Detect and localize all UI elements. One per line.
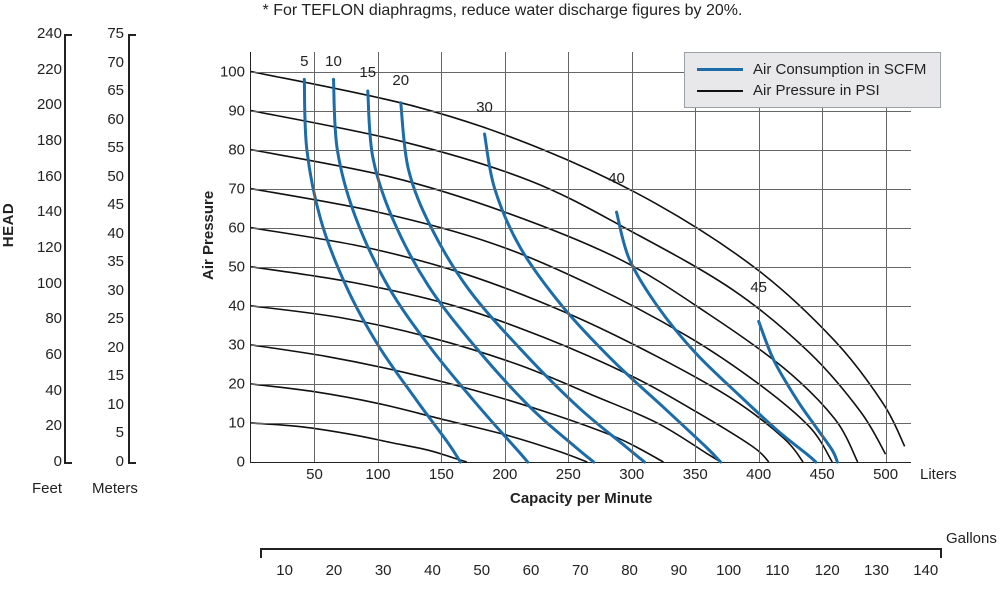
- y-tick: 70: [228, 180, 245, 197]
- head-feet-tick: 160: [32, 168, 62, 185]
- footnote-text: * For TEFLON diaphragms, reduce water di…: [0, 2, 1005, 20]
- scfm-curve-label: 45: [750, 279, 767, 296]
- scfm-curve: [334, 79, 528, 462]
- legend-item: Air Pressure in PSI: [697, 82, 926, 99]
- x-tick-gallons: 80: [618, 562, 642, 579]
- legend-item: Air Consumption in SCFM: [697, 61, 926, 78]
- legend-label: Air Pressure in PSI: [753, 82, 880, 99]
- psi-curve: [251, 423, 467, 462]
- head-feet-tick: 100: [32, 275, 62, 292]
- pump-performance-chart: * For TEFLON diaphragms, reduce water di…: [0, 0, 1005, 608]
- x-tick-gallons: 110: [765, 562, 789, 579]
- head-meters-tick: 75: [100, 25, 124, 42]
- x-tick-gallons: 60: [519, 562, 543, 579]
- x-axis-title: Capacity per Minute: [510, 490, 653, 507]
- y-tick: 40: [228, 297, 245, 314]
- head-meters-tick: 30: [100, 282, 124, 299]
- scfm-curve: [368, 91, 594, 462]
- liters-unit-label: Liters: [920, 466, 957, 483]
- y-tick: 60: [228, 219, 245, 236]
- x-tick-liters: 300: [619, 466, 644, 483]
- y-tick: 10: [228, 414, 245, 431]
- head-meters-tick: 50: [100, 168, 124, 185]
- y-tick: 100: [220, 63, 245, 80]
- head-feet-tick: 200: [32, 96, 62, 113]
- x-tick-liters: 50: [306, 466, 323, 483]
- head-feet-tick: 60: [32, 346, 62, 363]
- head-meters-tick: 15: [100, 367, 124, 384]
- legend-box: Air Consumption in SCFM Air Pressure in P…: [684, 52, 941, 108]
- scfm-curve-label: 10: [325, 53, 342, 70]
- x-tick-liters: 500: [873, 466, 898, 483]
- legend-swatch: [697, 68, 743, 71]
- y-tick: 30: [228, 336, 245, 353]
- x-tick-gallons: 100: [716, 562, 740, 579]
- head-meters-tick: 20: [100, 339, 124, 356]
- x-tick-gallons: 30: [371, 562, 395, 579]
- head-meters-tick: 70: [100, 54, 124, 71]
- head-feet-tick: 180: [32, 132, 62, 149]
- x-tick-gallons: 50: [470, 562, 494, 579]
- head-meters-unit: Meters: [92, 480, 138, 497]
- head-meters-tick: 60: [100, 111, 124, 128]
- psi-curve: [251, 189, 832, 462]
- scfm-curve-label: 20: [392, 72, 409, 89]
- legend-label: Air Consumption in SCFM: [753, 61, 926, 78]
- head-axis-title: HEAD: [0, 195, 17, 255]
- x-tick-gallons: 10: [273, 562, 297, 579]
- head-meters-tick: 40: [100, 225, 124, 242]
- head-feet-tick: 240: [32, 25, 62, 42]
- head-meters-tick: 0: [100, 453, 124, 470]
- scfm-curve-label: 15: [359, 64, 376, 81]
- scfm-curve-label: 5: [300, 53, 308, 70]
- head-feet-tick: 220: [32, 61, 62, 78]
- head-feet-unit: Feet: [32, 480, 62, 497]
- head-meters-tick: 25: [100, 310, 124, 327]
- y-tick: 80: [228, 141, 245, 158]
- plot-area: 0102030405060708090100501001502002503003…: [250, 52, 911, 463]
- x-tick-liters: 150: [429, 466, 454, 483]
- head-meters-tick: 35: [100, 253, 124, 270]
- scfm-curve: [401, 103, 645, 462]
- y-tick: 50: [228, 258, 245, 275]
- x-tick-gallons: 40: [420, 562, 444, 579]
- head-meters-tick: 5: [100, 424, 124, 441]
- head-meters-tick: 10: [100, 396, 124, 413]
- x-tick-liters: 200: [492, 466, 517, 483]
- x-tick-liters: 100: [365, 466, 390, 483]
- x-tick-liters: 400: [746, 466, 771, 483]
- x-tick-liters: 350: [683, 466, 708, 483]
- y-tick: 0: [237, 454, 245, 471]
- head-feet-tick: 20: [32, 417, 62, 434]
- head-feet-tick: 40: [32, 382, 62, 399]
- x-tick-gallons: 140: [913, 562, 937, 579]
- x-tick-gallons: 90: [667, 562, 691, 579]
- scfm-curve-label: 40: [608, 170, 625, 187]
- y-axis-title: Air Pressure: [200, 191, 217, 280]
- x-tick-liters: 450: [810, 466, 835, 483]
- head-feet-tick: 120: [32, 239, 62, 256]
- head-feet-tick: 0: [32, 453, 62, 470]
- head-meters-tick: 55: [100, 139, 124, 156]
- x-tick-gallons: 20: [322, 562, 346, 579]
- x-tick-gallons: 130: [864, 562, 888, 579]
- legend-swatch: [697, 90, 743, 92]
- scfm-curve-label: 30: [476, 99, 493, 116]
- head-feet-tick: 80: [32, 310, 62, 327]
- psi-curve: [251, 72, 905, 447]
- curves-svg: [251, 52, 911, 462]
- x-tick-gallons: 120: [815, 562, 839, 579]
- gallons-unit-label: Gallons: [946, 530, 997, 547]
- head-feet-tick: 140: [32, 203, 62, 220]
- head-meters-tick: 65: [100, 82, 124, 99]
- x-tick-liters: 250: [556, 466, 581, 483]
- head-meters-tick: 45: [100, 196, 124, 213]
- x-tick-gallons: 70: [568, 562, 592, 579]
- y-tick: 90: [228, 102, 245, 119]
- y-tick: 20: [228, 375, 245, 392]
